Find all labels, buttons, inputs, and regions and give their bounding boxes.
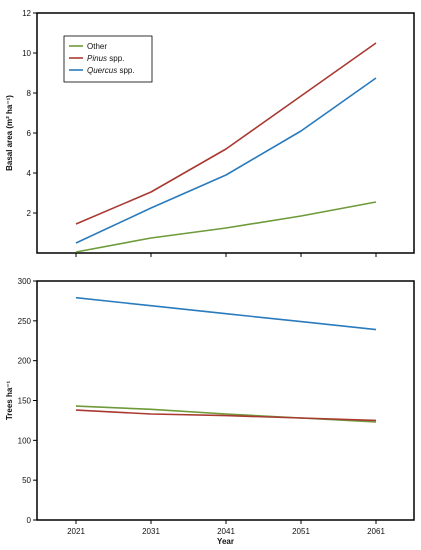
series-line-quercus: [75, 296, 377, 331]
y-tick-label: 100: [18, 436, 32, 445]
y-axis-title: Basal area (m² ha⁻¹): [5, 95, 14, 171]
y-tick-label: 150: [18, 397, 32, 406]
x-tick-label: 2031: [142, 527, 160, 536]
legend-label: Quercus spp.: [87, 66, 135, 75]
y-tick-label: 8: [27, 89, 32, 98]
series-line-other: [75, 201, 377, 253]
y-tick-label: 50: [22, 476, 31, 485]
legend-box: [63, 35, 153, 83]
y-tick-label: 0: [27, 516, 32, 525]
y-tick-label: 2: [27, 209, 32, 218]
plot-frame: [36, 280, 415, 521]
x-tick-label: 2061: [367, 527, 385, 536]
x-axis-title: Year: [217, 537, 234, 546]
x-tick-label: 2051: [292, 527, 310, 536]
y-tick-label: 12: [22, 9, 31, 18]
x-tick-label: 2041: [217, 527, 235, 536]
trees-per-ha-chart: 0 50 100 150 200 250 300 2021 2031 2041 2051 2061 Tr…: [5, 277, 415, 546]
legend-label: Other: [87, 42, 107, 51]
y-axis-title: Trees ha⁻¹: [5, 380, 14, 420]
series-line-quercus: [75, 77, 377, 244]
basal-area-chart: 2 4 6 8 10 12 Basal area (m² ha⁻¹) Other Pinus s…: [5, 9, 415, 257]
y-tick-label: 4: [27, 169, 32, 178]
y-tick-label: 200: [18, 357, 32, 366]
series-line-pinus: [75, 409, 377, 422]
legend-label: Pinus spp.: [87, 54, 124, 63]
y-tick-label: 6: [27, 129, 32, 138]
x-tick-label: 2021: [67, 527, 85, 536]
series-line-pinus: [75, 42, 377, 225]
y-tick-label: 250: [18, 317, 32, 326]
y-tick-label: 300: [18, 277, 32, 286]
y-tick-label: 10: [22, 49, 31, 58]
